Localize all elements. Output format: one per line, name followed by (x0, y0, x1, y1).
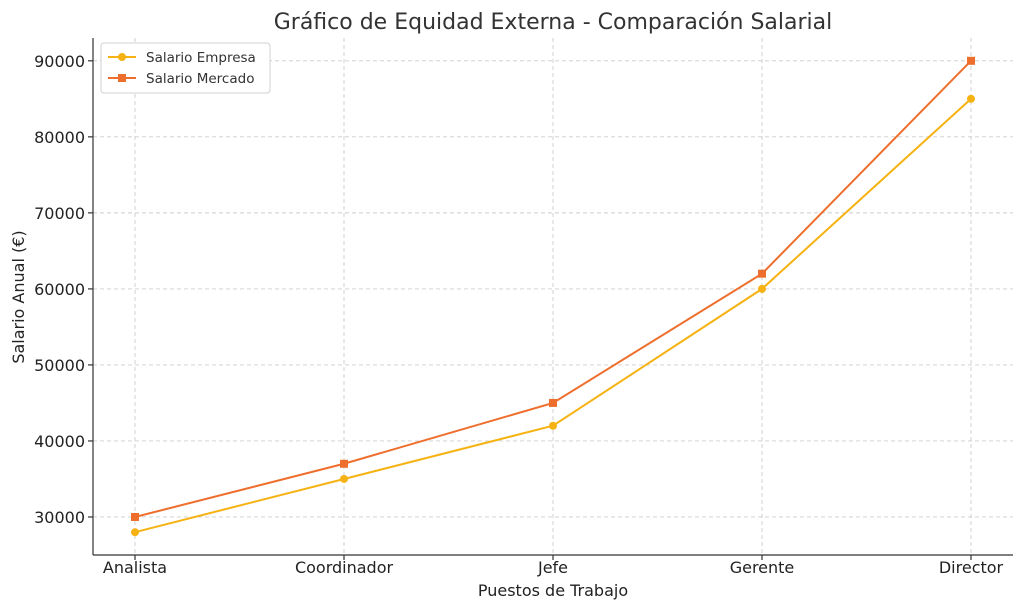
series-point (131, 512, 139, 521)
y-tick-label: 90000 (34, 52, 85, 71)
grid (93, 38, 1013, 555)
ticks: 30000 40000 50000 60000 70000 80000 90000 Anali… (34, 52, 1003, 577)
legend-label-mercado: Salario Mercado (146, 71, 254, 87)
series-point (758, 284, 766, 293)
y-tick-label: 80000 (34, 128, 85, 147)
series-point (131, 528, 139, 537)
series-point (549, 421, 557, 430)
series-point (758, 269, 766, 278)
y-tick-label: 60000 (34, 280, 85, 299)
legend-swatch-circle-icon (118, 53, 126, 61)
x-tick-label: Coordinador (295, 558, 394, 577)
legend-entry-empresa: Salario Empresa (108, 50, 256, 66)
x-tick-label: Director (939, 558, 1004, 577)
legend-entry-mercado: Salario Mercado (108, 71, 254, 87)
x-tick-label: Analista (103, 558, 167, 577)
legend-swatch-square-icon (118, 74, 126, 82)
series-point (967, 56, 975, 65)
legend-label-empresa: Salario Empresa (146, 50, 256, 66)
y-tick-label: 70000 (34, 204, 85, 223)
series (131, 56, 975, 537)
x-tick-label: Gerente (730, 558, 795, 577)
y-tick-label: 30000 (34, 508, 85, 527)
x-tick-label: Jefe (537, 558, 568, 577)
y-tick-label: 50000 (34, 356, 85, 375)
y-tick-label: 40000 (34, 432, 85, 451)
series-point (549, 398, 557, 407)
series-point (340, 474, 348, 483)
legend-box (100, 42, 271, 94)
y-axis-label: Salario Anual (€) (9, 230, 28, 363)
series-point (967, 94, 975, 103)
series-point (340, 459, 348, 468)
chart-title: Gráfico de Equidad Externa - Comparación… (274, 10, 833, 35)
legend: Salario Empresa Salario Mercado (100, 42, 271, 94)
x-axis-label: Puestos de Trabajo (478, 581, 628, 600)
